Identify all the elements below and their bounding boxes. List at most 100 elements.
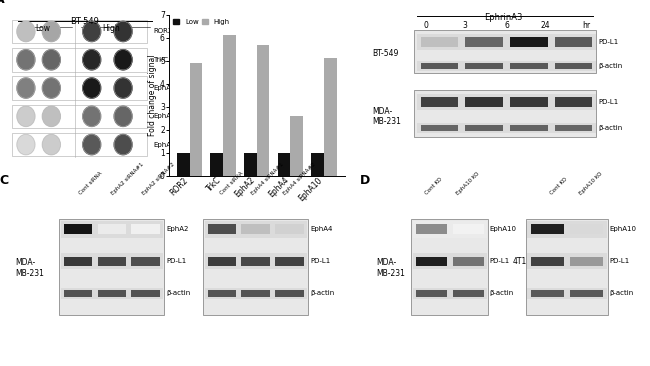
FancyBboxPatch shape — [421, 63, 458, 69]
FancyBboxPatch shape — [241, 290, 270, 297]
Circle shape — [114, 135, 132, 155]
Text: Cont KO: Cont KO — [424, 176, 443, 196]
FancyBboxPatch shape — [276, 290, 304, 297]
FancyBboxPatch shape — [555, 37, 592, 47]
Text: EphrinA3: EphrinA3 — [484, 13, 523, 22]
FancyBboxPatch shape — [12, 105, 147, 128]
Text: C: C — [0, 174, 8, 187]
Text: PD-L1: PD-L1 — [166, 258, 187, 264]
Text: Cont siRNA: Cont siRNA — [219, 171, 244, 196]
FancyBboxPatch shape — [61, 253, 162, 269]
FancyBboxPatch shape — [205, 253, 307, 269]
FancyBboxPatch shape — [241, 257, 270, 266]
FancyBboxPatch shape — [452, 290, 484, 297]
Text: TrkC: TrkC — [153, 57, 168, 63]
Text: EphA4: EphA4 — [153, 113, 176, 119]
FancyBboxPatch shape — [527, 253, 606, 269]
FancyBboxPatch shape — [98, 224, 126, 234]
Circle shape — [17, 50, 35, 70]
Bar — [311, 153, 324, 176]
FancyBboxPatch shape — [510, 63, 548, 69]
Circle shape — [42, 50, 60, 70]
Circle shape — [114, 106, 132, 126]
Text: hr: hr — [582, 21, 590, 30]
Bar — [291, 116, 303, 176]
Circle shape — [17, 106, 35, 126]
FancyBboxPatch shape — [61, 288, 162, 299]
FancyBboxPatch shape — [276, 224, 304, 234]
FancyBboxPatch shape — [413, 253, 486, 269]
Text: EphA10 KO: EphA10 KO — [455, 171, 480, 196]
Text: MDA-
MB-231: MDA- MB-231 — [376, 258, 405, 278]
FancyBboxPatch shape — [417, 61, 596, 71]
Bar — [190, 63, 202, 176]
Circle shape — [42, 106, 60, 126]
FancyBboxPatch shape — [421, 97, 458, 107]
FancyBboxPatch shape — [131, 290, 160, 297]
Circle shape — [42, 78, 60, 98]
FancyBboxPatch shape — [416, 224, 447, 234]
FancyBboxPatch shape — [527, 288, 606, 299]
FancyBboxPatch shape — [59, 219, 164, 315]
Text: 6: 6 — [504, 21, 509, 30]
FancyBboxPatch shape — [64, 290, 92, 297]
FancyBboxPatch shape — [526, 219, 608, 315]
Text: 0: 0 — [423, 21, 428, 30]
FancyBboxPatch shape — [530, 224, 564, 234]
Circle shape — [83, 50, 101, 70]
Circle shape — [83, 78, 101, 98]
Text: β-actin: β-actin — [599, 125, 623, 131]
Bar — [324, 58, 337, 176]
FancyBboxPatch shape — [413, 288, 486, 299]
Circle shape — [17, 135, 35, 155]
FancyBboxPatch shape — [510, 37, 548, 47]
Text: 3: 3 — [462, 21, 467, 30]
Circle shape — [17, 78, 35, 98]
FancyBboxPatch shape — [510, 125, 548, 131]
FancyBboxPatch shape — [131, 257, 160, 266]
FancyBboxPatch shape — [205, 221, 307, 238]
Text: EphA2 siRNA#1: EphA2 siRNA#1 — [110, 161, 144, 196]
FancyBboxPatch shape — [207, 224, 236, 234]
Circle shape — [114, 78, 132, 98]
Circle shape — [83, 135, 101, 155]
Bar — [244, 153, 257, 176]
Bar — [223, 36, 236, 176]
Text: EphA10: EphA10 — [153, 142, 180, 147]
FancyBboxPatch shape — [413, 221, 486, 238]
Circle shape — [17, 21, 35, 42]
FancyBboxPatch shape — [12, 76, 147, 100]
FancyBboxPatch shape — [12, 20, 147, 43]
Text: EphA10: EphA10 — [610, 226, 636, 232]
FancyBboxPatch shape — [530, 290, 564, 297]
FancyBboxPatch shape — [12, 48, 147, 71]
Text: PD-L1: PD-L1 — [599, 39, 619, 45]
FancyBboxPatch shape — [241, 224, 270, 234]
Circle shape — [83, 106, 101, 126]
Text: EphA2 siRNA#2: EphA2 siRNA#2 — [142, 161, 176, 196]
FancyBboxPatch shape — [421, 37, 458, 47]
FancyBboxPatch shape — [417, 34, 596, 50]
Text: Cont siRNA: Cont siRNA — [79, 171, 103, 196]
FancyBboxPatch shape — [64, 224, 92, 234]
FancyBboxPatch shape — [98, 257, 126, 266]
Y-axis label: Fold change of signal: Fold change of signal — [148, 55, 157, 136]
FancyBboxPatch shape — [203, 219, 308, 315]
FancyBboxPatch shape — [207, 257, 236, 266]
FancyBboxPatch shape — [416, 257, 447, 266]
Circle shape — [83, 21, 101, 42]
Text: D: D — [359, 174, 370, 187]
Text: BT-549: BT-549 — [70, 17, 99, 26]
Text: Cont KO: Cont KO — [549, 176, 568, 196]
FancyBboxPatch shape — [530, 257, 564, 266]
Legend: Low, High: Low, High — [172, 18, 230, 26]
FancyBboxPatch shape — [414, 90, 596, 137]
FancyBboxPatch shape — [12, 133, 147, 156]
Text: 4T1: 4T1 — [512, 257, 527, 266]
Text: PD-L1: PD-L1 — [599, 99, 619, 105]
FancyBboxPatch shape — [570, 290, 603, 297]
FancyBboxPatch shape — [207, 290, 236, 297]
Text: PD-L1: PD-L1 — [489, 258, 510, 264]
FancyBboxPatch shape — [555, 97, 592, 107]
FancyBboxPatch shape — [555, 125, 592, 131]
